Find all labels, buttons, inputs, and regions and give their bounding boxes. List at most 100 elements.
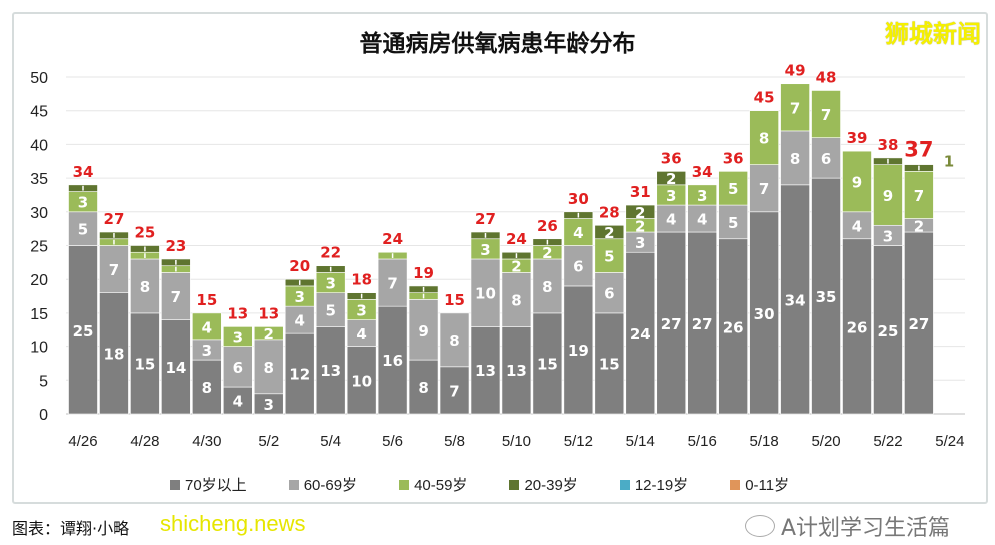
segment-label: 8: [418, 379, 428, 397]
segment-label: 2: [666, 170, 676, 188]
bar-segment: [315, 292, 346, 327]
segment-label: 35: [816, 288, 837, 306]
total-label: 45: [754, 89, 775, 107]
total-label: 24: [382, 230, 403, 248]
segment-label: 15: [537, 355, 558, 373]
segment-label: 2: [635, 217, 645, 235]
segment-label: 3: [635, 234, 645, 252]
total-label: 23: [165, 237, 186, 255]
wechat-watermark: A计划学习生活篇: [745, 510, 950, 542]
legend-label: 12-19岁: [634, 477, 689, 494]
segment-label: 2: [604, 224, 614, 242]
segment-label: 7: [387, 275, 397, 293]
bar-segment: [439, 312, 470, 368]
legend-label: 20-39岁: [524, 477, 578, 494]
y-tick-label: 0: [39, 407, 48, 424]
bar-segment: [377, 258, 408, 307]
legend-swatch: [170, 479, 180, 490]
segment-label: 6: [604, 285, 614, 303]
segment-label: 10: [475, 285, 496, 303]
x-tick-label: 5/22: [873, 433, 902, 450]
bar-segment: [284, 305, 315, 334]
segment-label: 7: [449, 382, 459, 400]
bar-segment: [842, 211, 872, 240]
bar-segment: [811, 137, 841, 179]
total-label: 27: [475, 210, 496, 228]
bar-segment: [625, 204, 656, 219]
y-tick-label: 40: [30, 137, 48, 154]
total-label: 36: [723, 149, 744, 167]
segment-label: 15: [599, 355, 620, 373]
segment-label: 6: [573, 258, 583, 276]
segment-label: 8: [449, 332, 459, 350]
caption: 图表：谭翔·小略: [12, 519, 130, 538]
segment-label: 27: [908, 315, 929, 333]
segment-label: 7: [790, 99, 800, 117]
legend-item: 12-19岁: [619, 474, 689, 495]
site-watermark: shicheng.news: [160, 511, 306, 536]
x-tick-label: 5/10: [502, 433, 531, 450]
bar-segment: [842, 150, 872, 213]
legend-item: 0-11岁: [730, 474, 789, 495]
y-tick-label: 10: [30, 340, 48, 357]
bar-segment: [532, 312, 563, 415]
legend-swatch: [730, 479, 741, 490]
segment-label: 2: [264, 325, 274, 343]
segment-label: 14: [165, 359, 186, 377]
y-tick-label: 50: [30, 70, 48, 87]
y-tick-label: 25: [30, 239, 48, 256]
bar-segment: [749, 211, 779, 415]
x-tick-label: 4/28: [130, 433, 159, 450]
bar-segment: [625, 251, 656, 415]
total-label: 22: [320, 244, 341, 262]
segment-label: 7: [914, 187, 924, 205]
total-label: 20: [289, 257, 310, 275]
y-tick-label: 15: [30, 306, 48, 323]
segment-label: 25: [878, 322, 899, 340]
bar-segment: [532, 258, 563, 314]
segment-label: 4: [697, 211, 707, 229]
bar-segment: [223, 326, 253, 347]
x-tick-label: 5/20: [811, 433, 840, 450]
segment-label: 8: [264, 359, 274, 377]
bar-segment: [470, 258, 501, 327]
wechat-watermark-text: A计划学习生活篇: [781, 516, 951, 541]
segment-label: 4: [666, 211, 676, 229]
segment-label: 4: [233, 393, 243, 411]
y-tick-label: 45: [30, 104, 48, 121]
total-label: 24: [506, 230, 527, 248]
bar-segment: [873, 164, 903, 226]
legend-label: 70岁以上: [185, 477, 247, 494]
segment-label: 5: [604, 248, 614, 266]
bar-segment: [192, 312, 222, 341]
segment-label: 9: [852, 173, 862, 191]
bar-segment: [904, 171, 934, 219]
x-tick-label: 5/24: [935, 433, 964, 450]
total-label: 49: [785, 62, 806, 80]
segment-label: 15: [134, 355, 155, 373]
x-tick-label: 4/26: [68, 433, 97, 450]
segment-label: 26: [723, 318, 744, 336]
total-label: 38: [878, 136, 899, 154]
segment-label: 3: [480, 241, 490, 259]
x-tick-label: 5/4: [320, 433, 341, 450]
segment-label: 8: [759, 130, 769, 148]
bar-segment: [501, 272, 532, 327]
segment-label: 8: [542, 278, 552, 296]
segment-label: 18: [104, 345, 125, 363]
bar-segment: [749, 164, 779, 213]
bar-segment: [904, 231, 934, 415]
bar-segment: [253, 326, 284, 341]
segment-label: 4: [356, 325, 366, 343]
legend-item: 70岁以上: [170, 474, 247, 495]
legend-item: 40-59岁: [399, 474, 467, 495]
segment-label: 27: [661, 315, 682, 333]
bar-segment: [563, 285, 594, 415]
y-tick-label: 5: [39, 373, 48, 390]
legend-label: 60-69岁: [303, 477, 358, 494]
brand-watermark: 狮城新闻: [885, 20, 981, 48]
total-label: 39: [847, 129, 868, 147]
total-label: 31: [630, 183, 651, 201]
segment-label: 4: [295, 312, 305, 330]
